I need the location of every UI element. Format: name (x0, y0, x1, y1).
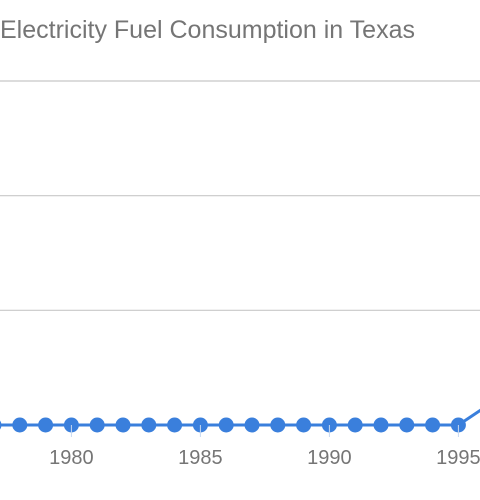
data-point[interactable] (270, 417, 286, 433)
x-tick-label: 1990 (307, 447, 352, 469)
data-point[interactable] (425, 417, 441, 433)
data-point[interactable] (167, 417, 183, 433)
data-point[interactable] (244, 417, 260, 433)
data-point[interactable] (399, 417, 415, 433)
data-point[interactable] (12, 417, 28, 433)
gridlines (0, 80, 480, 311)
chart-title: Electricity Fuel Consumption in Texas (0, 16, 415, 44)
data-point[interactable] (141, 417, 157, 433)
x-tick-label: 1980 (49, 447, 94, 469)
data-point[interactable] (373, 417, 389, 433)
x-axis-ticks: 1980 1985 1990 1995 (49, 425, 480, 469)
data-point[interactable] (347, 417, 363, 433)
x-tick-label: 1995 (436, 447, 480, 469)
data-point[interactable] (0, 418, 2, 433)
data-point[interactable] (89, 417, 105, 433)
data-point[interactable] (38, 417, 54, 433)
data-point[interactable] (296, 417, 312, 433)
data-point[interactable] (115, 417, 131, 433)
data-point[interactable] (218, 417, 234, 433)
x-tick-label: 1985 (178, 447, 223, 469)
